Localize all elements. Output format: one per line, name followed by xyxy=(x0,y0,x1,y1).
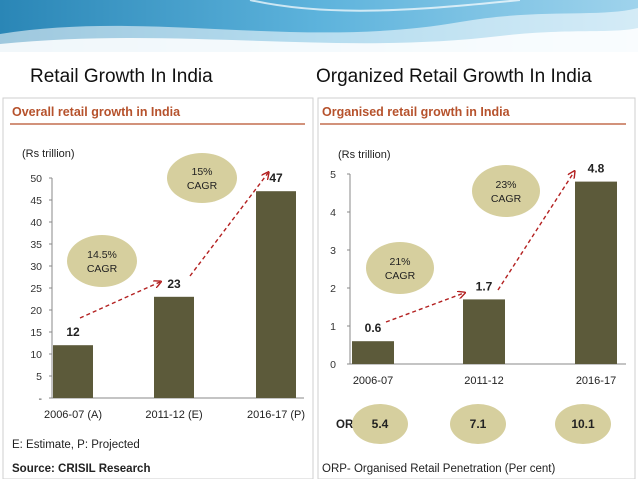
bar-value-label: 4.8 xyxy=(588,162,605,176)
y-tick-label: 2 xyxy=(330,283,336,295)
chart-footnote: ORP- Organised Retail Penetration (Per c… xyxy=(322,463,555,475)
cagr-bubble xyxy=(472,165,540,217)
orp-value: 10.1 xyxy=(571,417,595,431)
x-category-label: 2011-12 xyxy=(464,375,504,387)
chart-source: Source: CRISIL Research xyxy=(12,463,150,475)
cagr-bubble xyxy=(366,242,434,294)
orp-bubble xyxy=(555,404,611,444)
y-tick-label: - xyxy=(39,393,43,405)
cagr-bubble xyxy=(67,235,137,287)
bar-2 xyxy=(154,296,194,398)
chart-title: Overall retail growth in India xyxy=(12,105,181,119)
bar-1 xyxy=(53,345,93,398)
header-banner xyxy=(0,0,638,52)
chart-footnote: E: Estimate, P: Projected xyxy=(12,439,140,451)
orp-value: 5.4 xyxy=(372,417,389,431)
y-tick-label: 1 xyxy=(330,321,336,333)
y-tick-label: 35 xyxy=(30,239,42,251)
bar-3 xyxy=(575,181,617,364)
y-tick-label: 20 xyxy=(30,305,42,317)
bar-value-label: 1.7 xyxy=(476,279,493,293)
bar-value-label: 12 xyxy=(66,325,80,339)
organised-retail-chart: Organised retail growth in India (Rs tril… xyxy=(320,105,626,475)
y-tick-label: 0 xyxy=(330,359,336,371)
growth-arrow xyxy=(497,172,574,291)
bar-value-label: 0.6 xyxy=(365,321,382,335)
orp-value: 7.1 xyxy=(470,417,487,431)
cagr-label: CAGR xyxy=(491,193,522,205)
bar-1 xyxy=(352,341,394,364)
right-slide-heading: Organized Retail Growth In India xyxy=(316,66,592,87)
orp-bubble xyxy=(450,404,506,444)
x-category-label: 2016-17 (P) xyxy=(247,409,305,421)
y-tick-label: 40 xyxy=(30,217,42,229)
cagr-label: CAGR xyxy=(87,263,118,275)
bar-3 xyxy=(256,191,296,398)
orp-bubble xyxy=(352,404,408,444)
cagr-percent: 21% xyxy=(389,256,410,268)
y-tick-label: 5 xyxy=(330,169,336,181)
y-axis-unit-label: (Rs trillion) xyxy=(338,149,391,161)
growth-arrow xyxy=(79,282,160,319)
x-category-label: 2006-07 xyxy=(353,375,393,387)
bar-2 xyxy=(463,299,505,364)
y-axis-unit-label: (Rs trillion) xyxy=(22,148,75,160)
x-category-label: 2011-12 (E) xyxy=(145,409,202,421)
cagr-percent: 23% xyxy=(495,179,516,191)
y-tick-label: 30 xyxy=(30,261,42,273)
cagr-percent: 14.5% xyxy=(87,249,117,261)
bar-value-label: 47 xyxy=(269,171,283,185)
left-slide-heading: Retail Growth In India xyxy=(30,66,213,87)
y-tick-label: 15 xyxy=(30,327,42,339)
cagr-label: CAGR xyxy=(187,180,218,192)
y-tick-label: 5 xyxy=(36,371,42,383)
growth-arrow xyxy=(189,173,268,277)
x-category-label: 2016-17 xyxy=(576,375,616,387)
cagr-bubble xyxy=(167,153,237,203)
cagr-percent: 15% xyxy=(191,166,212,178)
overall-retail-chart: Overall retail growth in India (Rs trilli… xyxy=(10,105,305,475)
y-tick-label: 50 xyxy=(30,173,42,185)
y-tick-label: 4 xyxy=(330,207,336,219)
x-category-label: 2006-07 (A) xyxy=(44,409,102,421)
y-tick-label: 10 xyxy=(30,349,42,361)
y-tick-label: 25 xyxy=(30,283,42,295)
y-tick-label: 45 xyxy=(30,195,42,207)
cagr-label: CAGR xyxy=(385,270,416,282)
chart-title: Organised retail growth in India xyxy=(322,105,511,119)
y-tick-label: 3 xyxy=(330,245,336,257)
bar-value-label: 23 xyxy=(167,277,181,291)
